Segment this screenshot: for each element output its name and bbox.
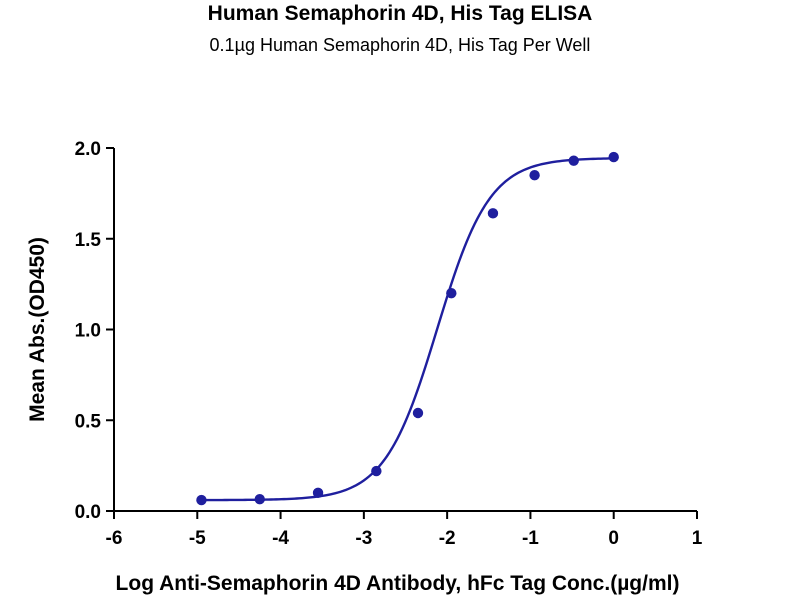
data-point — [254, 494, 265, 505]
axes — [106, 147, 698, 519]
data-point — [371, 465, 382, 477]
data-point — [446, 288, 457, 299]
data-point — [487, 208, 499, 219]
data-point — [568, 155, 579, 166]
y-tick-label: 0.0 — [75, 502, 101, 523]
x-tick-label: -4 — [272, 528, 289, 549]
chart-subtitle: 0.1µg Human Semaphorin 4D, His Tag Per W… — [209, 35, 591, 55]
x-tick-label: 0 — [608, 528, 619, 549]
y-tick-label: 1.5 — [75, 230, 102, 251]
fit-curve — [201, 157, 614, 502]
y-tick-label: 1.0 — [75, 321, 101, 342]
data-points-layer — [196, 151, 619, 506]
x-tick-label: 1 — [692, 528, 703, 549]
y-tick-label: 2.0 — [75, 139, 101, 160]
y-axis-title: Mean Abs.(OD450) — [26, 237, 49, 422]
x-axis-title: Log Anti-Semaphorin 4D Antibody, hFc Tag… — [116, 572, 680, 595]
data-point — [412, 407, 424, 419]
fit-curve-layer — [201, 157, 614, 502]
x-tick-label: -6 — [106, 528, 123, 549]
data-point — [196, 494, 207, 506]
axis-labels-layer: -6 -5 -4 -3 -2 -1 0 1 0.0 0.5 1.0 1.5 2.0 Log Anti-Se… — [26, 139, 703, 595]
data-point — [529, 170, 540, 181]
y-tick-label: 0.5 — [75, 411, 102, 432]
data-point — [312, 487, 324, 499]
chart-title: Human Semaphorin 4D, His Tag ELISA — [207, 2, 593, 25]
x-tick-label: -3 — [355, 528, 372, 549]
data-point — [608, 151, 619, 163]
x-tick-label: -1 — [522, 528, 539, 549]
x-tick-label: -2 — [439, 528, 456, 549]
x-tick-label: -5 — [189, 528, 206, 549]
